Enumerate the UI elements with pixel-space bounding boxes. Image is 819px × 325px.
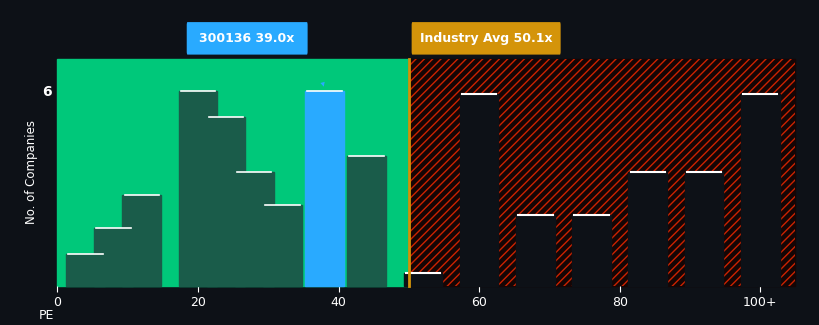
Bar <box>403 273 441 286</box>
Text: PE: PE <box>38 309 54 322</box>
Bar <box>263 205 301 286</box>
Bar <box>572 214 610 286</box>
Bar <box>234 172 274 286</box>
FancyBboxPatch shape <box>411 22 560 55</box>
Bar <box>94 227 133 286</box>
Bar <box>409 58 794 286</box>
Bar <box>684 172 722 286</box>
Bar <box>57 58 409 286</box>
Bar <box>459 94 498 286</box>
Bar <box>206 117 245 286</box>
Bar <box>627 172 667 286</box>
Bar <box>409 58 794 286</box>
Bar <box>122 195 161 286</box>
Bar <box>305 91 343 286</box>
Bar <box>347 156 386 286</box>
Bar <box>66 254 105 286</box>
FancyBboxPatch shape <box>187 22 307 55</box>
Text: Industry Avg 50.1x: Industry Avg 50.1x <box>419 32 552 45</box>
Bar <box>740 94 779 286</box>
Bar <box>515 214 554 286</box>
Text: 300136 39.0x: 300136 39.0x <box>199 32 295 45</box>
Bar <box>179 91 217 286</box>
Y-axis label: No. of Companies: No. of Companies <box>25 120 38 224</box>
